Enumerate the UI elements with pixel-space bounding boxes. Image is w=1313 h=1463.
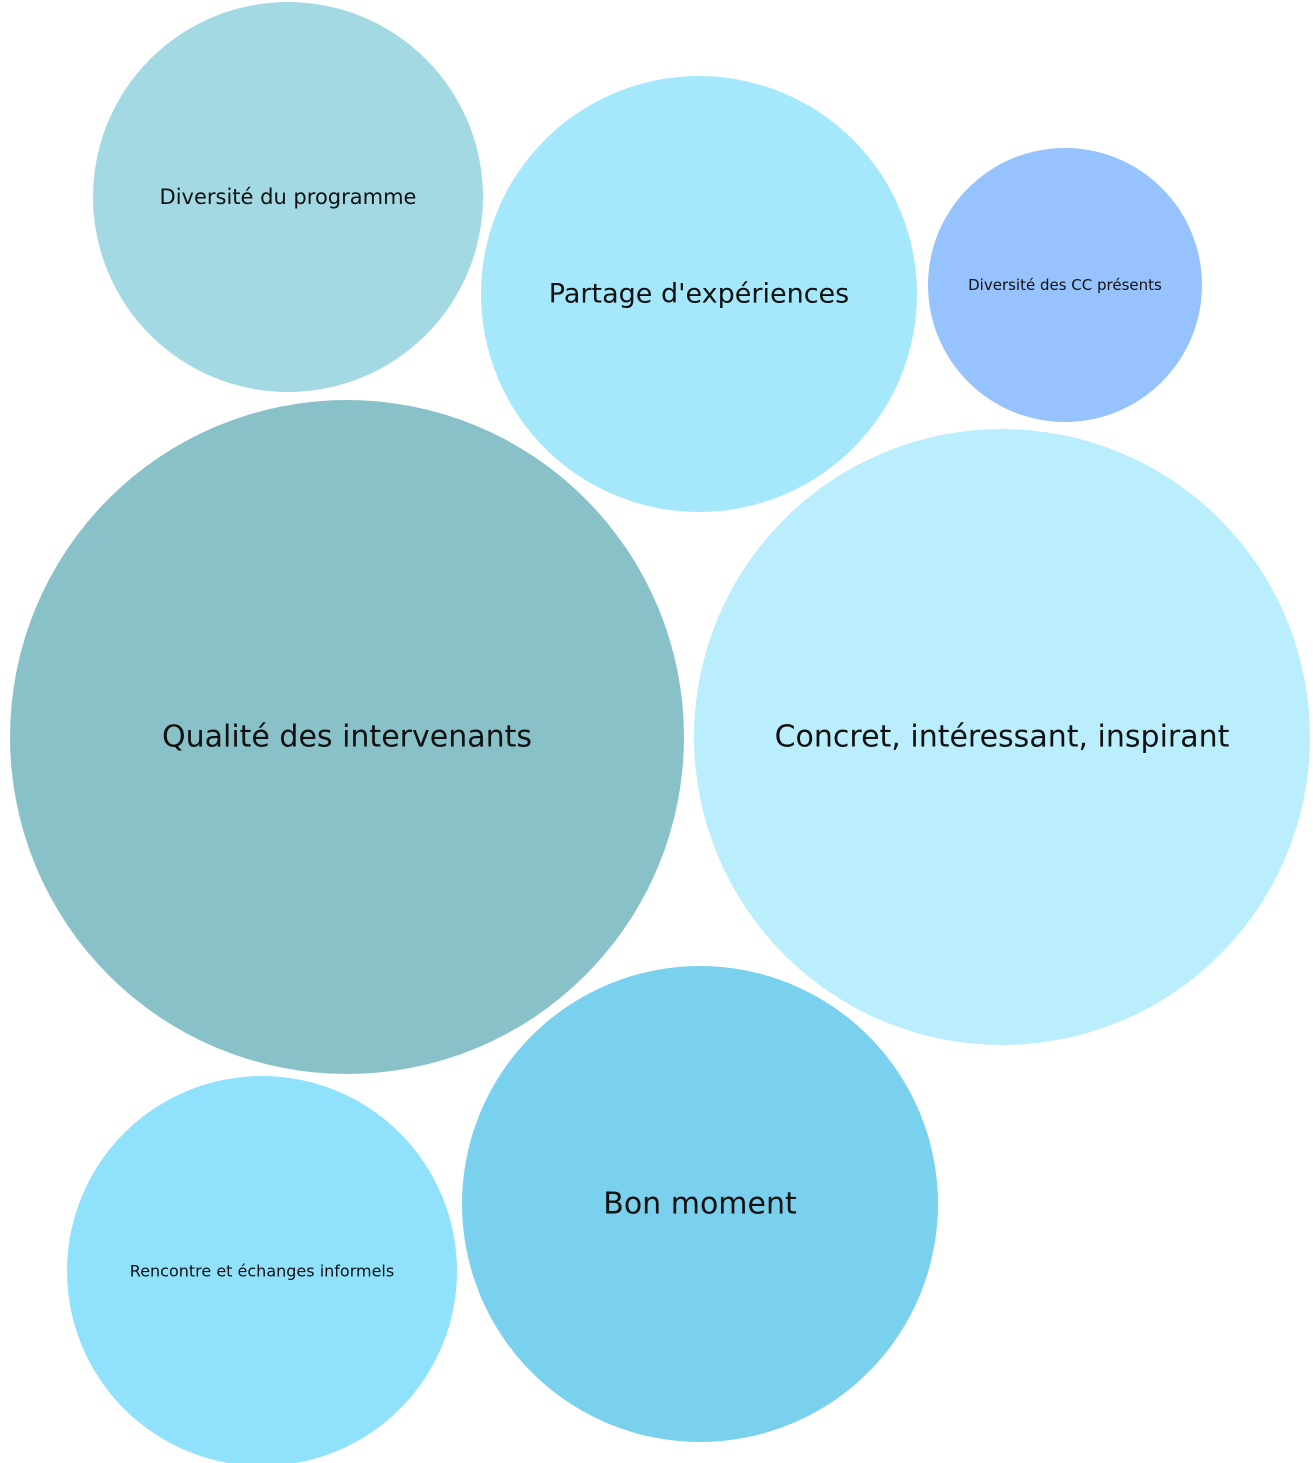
bubble-diversite-du-programme: Diversité du programme [93, 2, 483, 392]
bubble-circle-diversite-des-cc-presents [928, 148, 1202, 422]
bubble-rencontre-et-echanges-informels: Rencontre et échanges informels [67, 1076, 457, 1463]
bubble-label-diversite-du-programme: Diversité du programme [160, 185, 417, 209]
bubble-label-concret-interessant-inspirant: Concret, intéressant, inspirant [775, 720, 1230, 755]
bubble-label-bon-moment: Bon moment [603, 1187, 797, 1222]
bubble-circle-concret-interessant-inspirant [694, 429, 1310, 1045]
bubble-circle-qualite-des-intervenants [10, 400, 684, 1074]
bubble-label-rencontre-et-echanges-informels: Rencontre et échanges informels [130, 1262, 394, 1281]
bubble-qualite-des-intervenants: Qualité des intervenants [10, 400, 684, 1074]
bubble-circle-bon-moment [462, 966, 938, 1442]
bubble-label-partage-d-experiences: Partage d'expériences [549, 279, 849, 310]
bubble-label-diversite-des-cc-presents: Diversité des CC présents [968, 276, 1162, 294]
bubble-bon-moment: Bon moment [462, 966, 938, 1442]
bubble-concret-interessant-inspirant: Concret, intéressant, inspirant [694, 429, 1310, 1045]
bubble-diversite-des-cc-presents: Diversité des CC présents [928, 148, 1202, 422]
bubble-partage-d-experiences: Partage d'expériences [481, 76, 917, 512]
bubble-circle-partage-d-experiences [481, 76, 917, 512]
bubble-label-qualite-des-intervenants: Qualité des intervenants [162, 720, 532, 755]
bubble-circle-rencontre-et-echanges-informels [67, 1076, 457, 1463]
bubble-circle-diversite-du-programme [93, 2, 483, 392]
